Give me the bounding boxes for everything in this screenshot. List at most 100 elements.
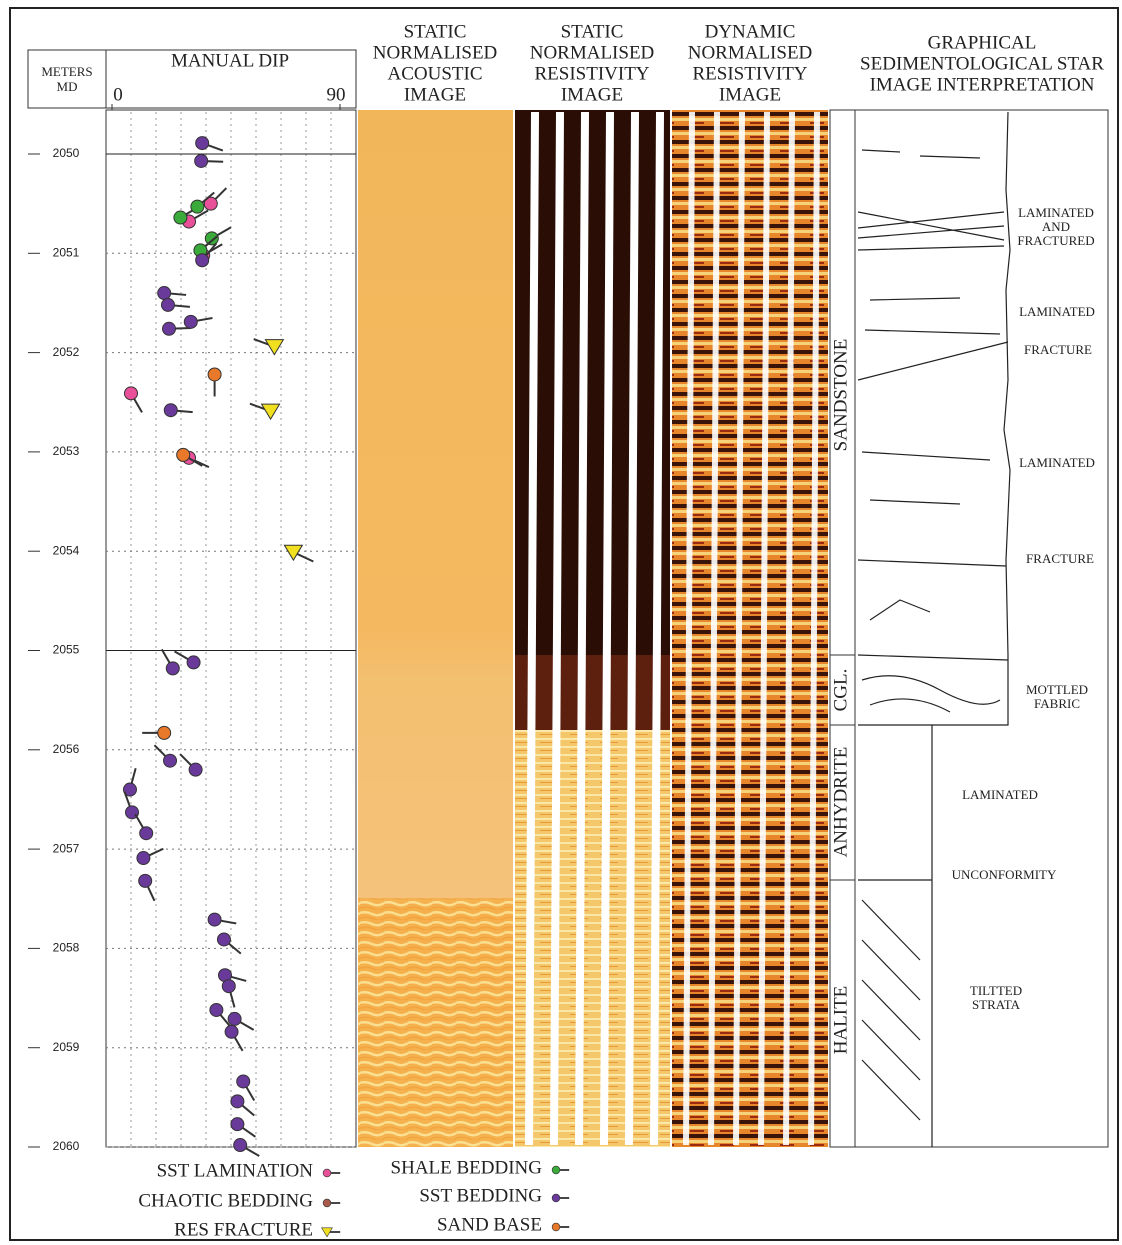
x-tick-label: 90	[327, 84, 346, 105]
tadpole	[138, 873, 156, 902]
interpretation-label: LAMINATED	[962, 787, 1038, 802]
y-tick-label: 2060	[53, 1139, 80, 1153]
pad-gap	[808, 111, 820, 1146]
lithology-label: HALITE	[830, 986, 851, 1055]
tadpole	[157, 286, 187, 301]
tadpole	[124, 386, 143, 413]
tadpole-head	[122, 782, 137, 797]
track-title: STATIC	[561, 21, 624, 42]
pad-gap	[683, 111, 695, 1146]
x-tick-label: 0	[113, 84, 123, 105]
dip-title: MANUAL DIP	[171, 50, 289, 71]
tadpole-head	[551, 1165, 561, 1175]
tadpole-head	[163, 403, 178, 418]
acoustic-image-lower	[358, 898, 513, 1147]
dynamic-resistivity-image	[672, 110, 828, 1147]
interpretation-label: TILTTED	[970, 983, 1022, 998]
y-tick-label: 2055	[53, 643, 80, 657]
track-title: SEDIMENTOLOGICAL STAR	[860, 53, 1104, 74]
tadpole	[194, 153, 224, 168]
tadpole-head	[163, 753, 178, 768]
tadpole-head	[260, 403, 281, 421]
interpretation-label: LAMINATED	[1018, 205, 1094, 220]
tadpole-head	[551, 1193, 561, 1203]
legend-marker	[322, 1168, 341, 1178]
tadpole	[136, 847, 164, 866]
dip-header-box	[105, 49, 357, 109]
tadpole	[160, 648, 180, 676]
tadpole-head	[283, 544, 304, 562]
y-tick-label: 2057	[53, 841, 80, 855]
pad-gap	[783, 111, 795, 1146]
legend-label: RES FRACTURE	[174, 1219, 313, 1240]
tadpole-head	[190, 199, 205, 214]
tadpole	[163, 403, 193, 418]
tadpole-head	[230, 1117, 245, 1132]
y-tick-label: 2053	[53, 444, 80, 458]
tadpole-head	[207, 912, 222, 927]
tadpole-head	[216, 932, 231, 947]
track-title: NORMALISED	[373, 42, 498, 63]
track-title: IMAGE	[404, 84, 466, 105]
tadpole-head	[188, 762, 203, 777]
tadpole-head	[230, 1094, 245, 1109]
tadpole	[183, 314, 213, 329]
tadpole	[207, 912, 237, 927]
tadpole	[122, 768, 137, 797]
tadpole	[283, 544, 314, 563]
legend-label: SAND BASE	[437, 1214, 542, 1235]
tadpole-head	[183, 314, 198, 329]
track-title: IMAGE	[561, 84, 623, 105]
static-resistivity-lower	[515, 730, 670, 1147]
legend-label: SST LAMINATION	[157, 1160, 314, 1181]
interpretation-label: FRACTURE	[1024, 342, 1092, 357]
pad-gap	[600, 111, 614, 1146]
legend-marker	[551, 1222, 570, 1232]
track-title: ACOUSTIC	[387, 63, 482, 84]
tadpole-head	[321, 1227, 333, 1238]
pad-gaps	[525, 111, 820, 1146]
pad-gap	[550, 111, 564, 1146]
tadpole	[236, 1074, 256, 1102]
tadpole-head	[233, 1138, 248, 1153]
interpretation-label: UNCONFORMITY	[952, 867, 1057, 882]
plot-layer: METERSMDSTATICNORMALISEDACOUSTICIMAGESTA…	[28, 21, 1104, 1240]
tadpole	[207, 367, 222, 397]
track-title: IMAGE INTERPRETATION	[870, 74, 1095, 95]
y-tick-label: 2054	[53, 543, 80, 557]
tadpole-head	[322, 1168, 332, 1178]
tadpole-head	[203, 196, 218, 211]
tadpole-head	[195, 253, 210, 268]
y-tick-label: 2059	[53, 1040, 80, 1054]
tadpole	[209, 1002, 232, 1028]
tadpole	[160, 297, 190, 312]
pad-gap	[758, 111, 770, 1146]
tadpole-head	[207, 367, 222, 382]
y-tick-label: 2051	[53, 245, 80, 259]
pad-gap	[625, 111, 639, 1146]
tadpole-head	[551, 1222, 561, 1232]
y-tick-label: 2058	[53, 941, 80, 955]
legend-marker	[321, 1227, 341, 1238]
y-tick-label: 2056	[53, 742, 80, 756]
tadpole-head	[173, 210, 188, 225]
tadpole	[221, 979, 236, 1008]
y-tick-label: 2050	[53, 146, 80, 160]
tadpole	[230, 1094, 255, 1117]
tadpole	[142, 725, 172, 740]
legend-label: SHALE BEDDING	[391, 1157, 543, 1178]
lithology-label: SANDSTONE	[830, 339, 851, 452]
legend-marker	[551, 1193, 570, 1203]
tadpole-head	[186, 655, 201, 670]
tadpole-head	[157, 725, 172, 740]
tadpole	[233, 1138, 260, 1157]
tadpole	[203, 187, 228, 211]
track-title: GRAPHICAL	[928, 32, 1037, 53]
legend-marker	[551, 1165, 570, 1175]
tadpole-head	[209, 1002, 224, 1017]
pad-gap	[575, 111, 589, 1146]
tadpole	[217, 968, 247, 983]
tadpole-head	[139, 826, 154, 841]
track-title: RESISTIVITY	[692, 63, 807, 84]
track-title: NORMALISED	[530, 42, 655, 63]
